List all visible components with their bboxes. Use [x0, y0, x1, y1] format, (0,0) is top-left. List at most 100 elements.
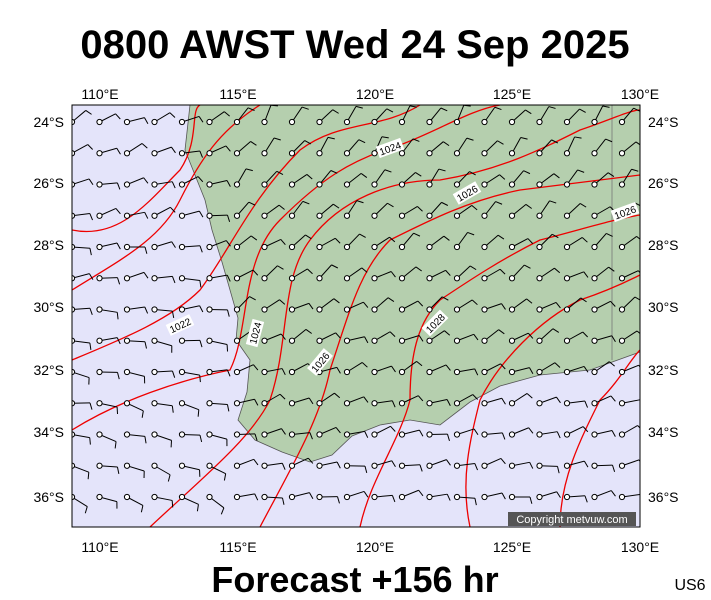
barb-flag — [199, 375, 201, 383]
barb-station — [426, 462, 433, 469]
barb-station — [563, 493, 571, 501]
barb-flag — [381, 136, 389, 139]
lon-label: 125°E — [493, 86, 531, 102]
barb-flag — [305, 329, 312, 334]
barb-flag — [250, 141, 257, 146]
isobar — [72, 105, 201, 233]
barb-flag — [88, 178, 94, 186]
lat-label: 28°S — [648, 237, 679, 253]
barb-flag — [279, 299, 286, 305]
barb-flag — [391, 495, 396, 503]
barb-station — [123, 306, 131, 313]
barb-station — [618, 368, 626, 376]
barb-station — [618, 462, 626, 469]
barb-flag — [525, 204, 532, 209]
barb-flag — [306, 174, 313, 180]
barb-station — [481, 431, 488, 438]
barb-flag — [556, 491, 561, 498]
barb-station — [453, 337, 461, 344]
barb-station — [151, 181, 158, 188]
barb-station — [233, 243, 241, 251]
barb-station — [288, 462, 296, 469]
barb-flag — [273, 137, 281, 141]
barb-station — [536, 337, 543, 344]
barb-flag — [116, 466, 120, 474]
barb-station — [426, 181, 433, 188]
barb-station — [123, 337, 131, 344]
isobar — [559, 349, 640, 527]
barb-station — [96, 400, 103, 407]
barb-station — [563, 306, 571, 313]
barb-flag — [605, 138, 613, 143]
lat-label: 30°S — [648, 299, 679, 315]
barb-flag — [474, 368, 479, 376]
barb-flag — [144, 341, 147, 349]
barb-station — [233, 118, 241, 126]
barb-station — [426, 275, 433, 282]
barb-flag — [226, 274, 231, 282]
barb-flag — [584, 495, 588, 503]
barb-flag — [331, 264, 339, 269]
barb-station — [288, 243, 296, 251]
barb-flag — [527, 332, 534, 339]
barb-flag — [552, 328, 560, 333]
barb-flag — [637, 270, 640, 274]
barb-station — [618, 337, 626, 344]
barb-flag — [89, 402, 93, 410]
barb-station — [316, 493, 323, 501]
barb-flag — [335, 427, 341, 434]
barb-flag — [387, 297, 395, 302]
barb-station — [481, 337, 488, 344]
barb-station — [233, 306, 241, 313]
barb-flag — [548, 106, 556, 109]
barb-flag — [557, 466, 560, 474]
barb-station — [536, 493, 543, 501]
barb-flag — [495, 201, 503, 205]
barb-station — [481, 243, 488, 251]
barb-flag — [554, 267, 561, 274]
barb-station — [481, 306, 488, 313]
barb-flag — [89, 437, 91, 445]
barb-station — [343, 431, 351, 438]
barb-station — [508, 118, 516, 126]
isobar-label-box — [245, 318, 265, 348]
barb-flag — [196, 504, 199, 512]
barb-station — [261, 181, 268, 188]
barb-station — [508, 212, 516, 219]
barb-station — [288, 118, 296, 126]
barb-station — [371, 400, 378, 407]
barb-station — [316, 150, 323, 157]
barb-flag — [391, 460, 396, 468]
barb-flag — [116, 242, 121, 250]
isobar-label-box — [375, 137, 405, 159]
barb-station — [618, 181, 626, 188]
barb-station — [371, 275, 378, 282]
barb-flag — [499, 174, 506, 180]
barb-flag — [198, 210, 204, 218]
barb-flag — [171, 146, 176, 154]
barb-flag — [116, 337, 121, 345]
barb-flag — [582, 331, 589, 338]
barb-station — [206, 462, 213, 469]
barb-flag — [524, 264, 531, 269]
barb-station — [206, 493, 213, 501]
barb-station — [96, 275, 103, 282]
barb-station — [618, 431, 626, 438]
barb-flag — [252, 269, 259, 276]
barb-station — [96, 181, 103, 188]
barb-station — [426, 150, 433, 157]
barb-flag — [363, 491, 369, 498]
barb-flag — [361, 267, 368, 273]
barb-flag — [358, 139, 366, 144]
barb-flag — [501, 432, 506, 440]
barb-station — [591, 462, 598, 469]
barb-flag — [419, 464, 423, 472]
barb-flag — [527, 238, 534, 244]
barb-flag — [301, 106, 309, 110]
barb-station — [371, 150, 378, 157]
barb-flag — [610, 395, 616, 402]
barb-flag — [582, 426, 589, 433]
barb-flag — [334, 237, 341, 244]
barb-station — [398, 212, 406, 219]
